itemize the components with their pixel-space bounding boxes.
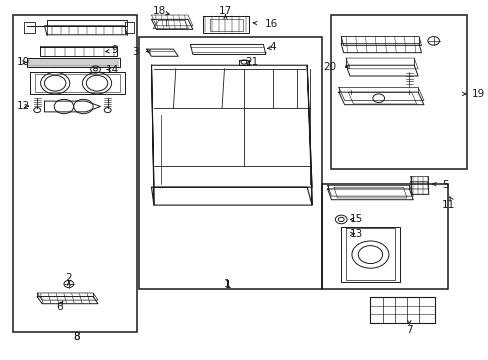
Text: 11: 11	[441, 200, 454, 210]
Text: 15: 15	[349, 215, 363, 224]
Text: 19: 19	[470, 89, 484, 99]
Text: 13: 13	[349, 229, 363, 239]
Text: 17: 17	[218, 6, 232, 17]
Text: 8: 8	[73, 332, 79, 342]
Text: 6: 6	[56, 302, 62, 312]
Text: 9: 9	[112, 45, 118, 55]
Text: 4: 4	[269, 42, 276, 52]
Text: 8: 8	[73, 332, 79, 342]
Text: 18: 18	[153, 6, 166, 17]
Text: 12: 12	[17, 101, 30, 111]
Text: 21: 21	[245, 57, 258, 67]
Text: 5: 5	[441, 180, 447, 190]
Text: 20: 20	[323, 62, 336, 72]
Text: 14: 14	[105, 64, 119, 75]
Text: 10: 10	[17, 57, 30, 67]
Text: 2: 2	[65, 273, 72, 283]
Text: 7: 7	[405, 325, 412, 334]
Text: 16: 16	[264, 19, 278, 29]
Text: 1: 1	[223, 279, 230, 289]
Text: 1: 1	[224, 280, 231, 290]
Text: 3: 3	[131, 46, 138, 57]
